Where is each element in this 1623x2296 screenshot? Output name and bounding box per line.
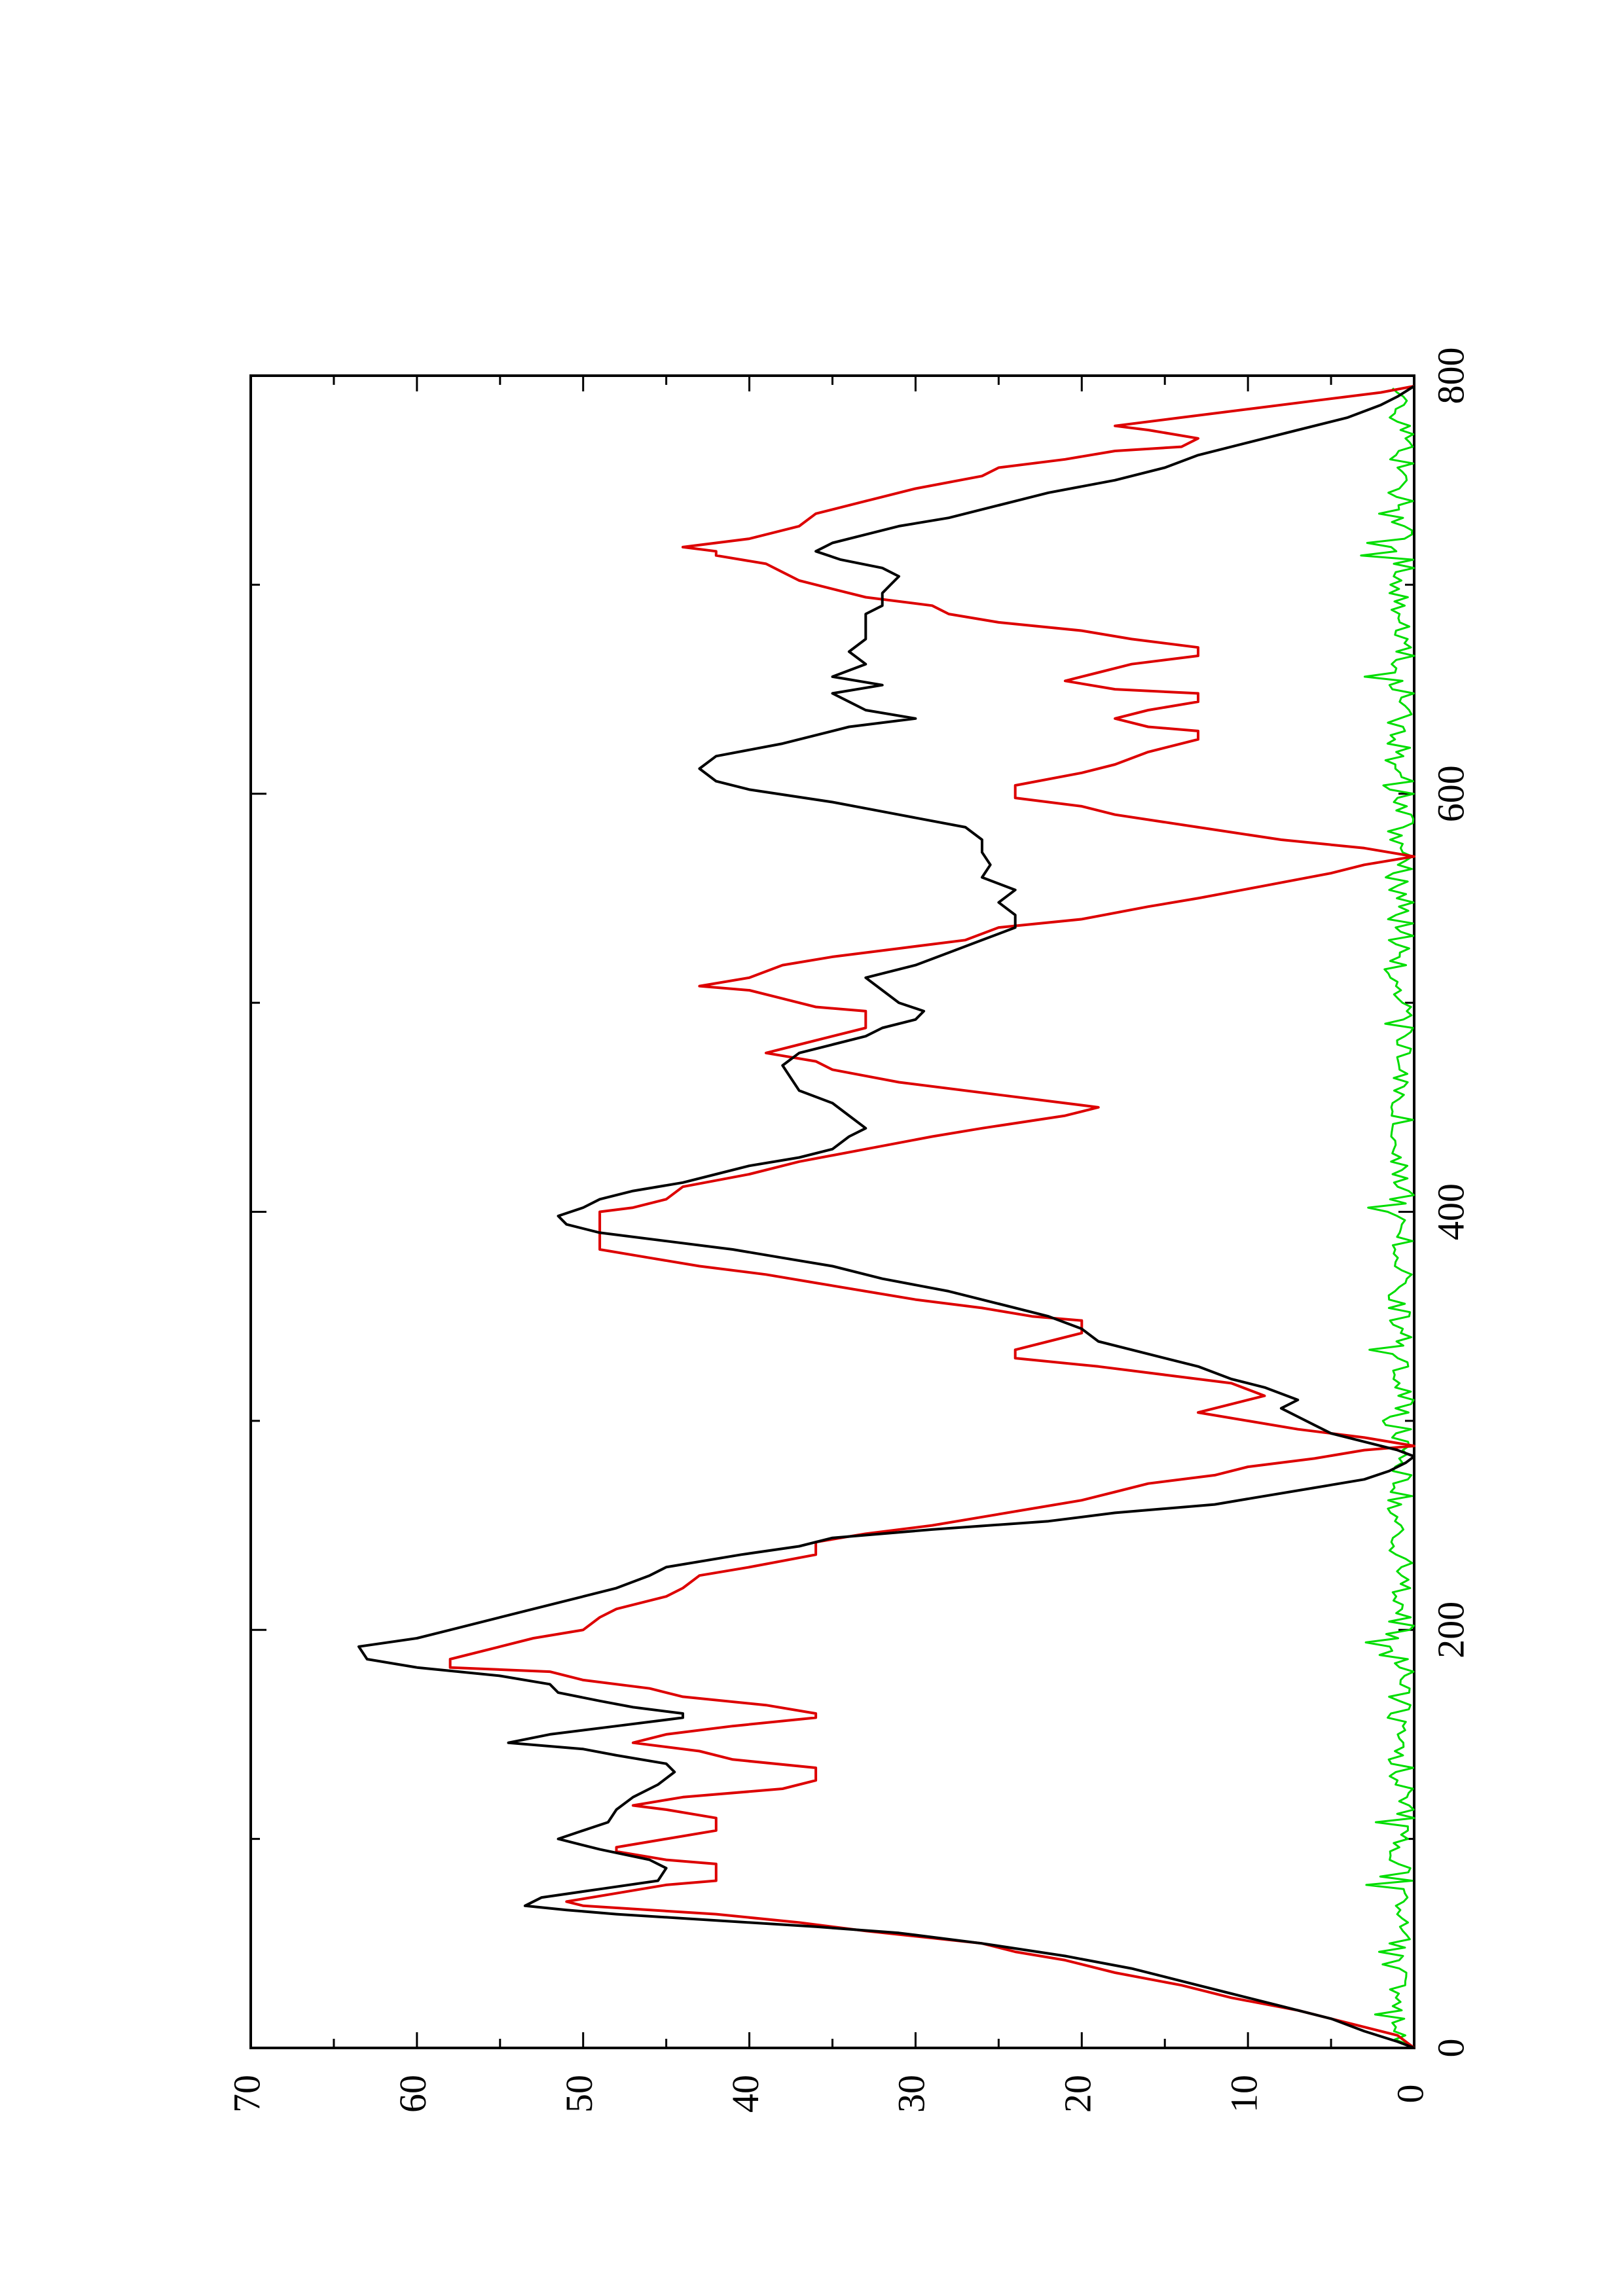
y-tick-label: 20 <box>1057 2075 1099 2113</box>
red-series-line <box>448 385 1415 2049</box>
y-tick-label: 30 <box>890 2075 933 2113</box>
plot-border <box>249 374 1415 2049</box>
x-tick-label: 0 <box>1429 2039 1472 2058</box>
x-tick-label: 400 <box>1429 1183 1472 1240</box>
y-tick-label: 10 <box>1222 2075 1265 2113</box>
y-tick-label: 0 <box>1389 2085 1431 2104</box>
y-tick-label: 70 <box>225 2075 268 2113</box>
series-layer <box>357 385 1415 2049</box>
black-series-line <box>357 385 1415 2049</box>
axis-ticks <box>249 374 1415 2049</box>
x-tick-label: 600 <box>1429 765 1472 822</box>
axis-tick-labels: 0 200 400 600 800 0 10 20 30 40 50 60 70 <box>225 348 1472 2113</box>
green-series-line <box>1360 387 1415 2049</box>
y-tick-label: 60 <box>392 2075 434 2113</box>
y-tick-label: 40 <box>724 2075 767 2113</box>
plot-frame <box>249 374 1415 2049</box>
y-tick-label: 50 <box>558 2075 600 2113</box>
x-tick-label: 800 <box>1429 348 1472 404</box>
x-tick-label: 200 <box>1429 1602 1472 1659</box>
